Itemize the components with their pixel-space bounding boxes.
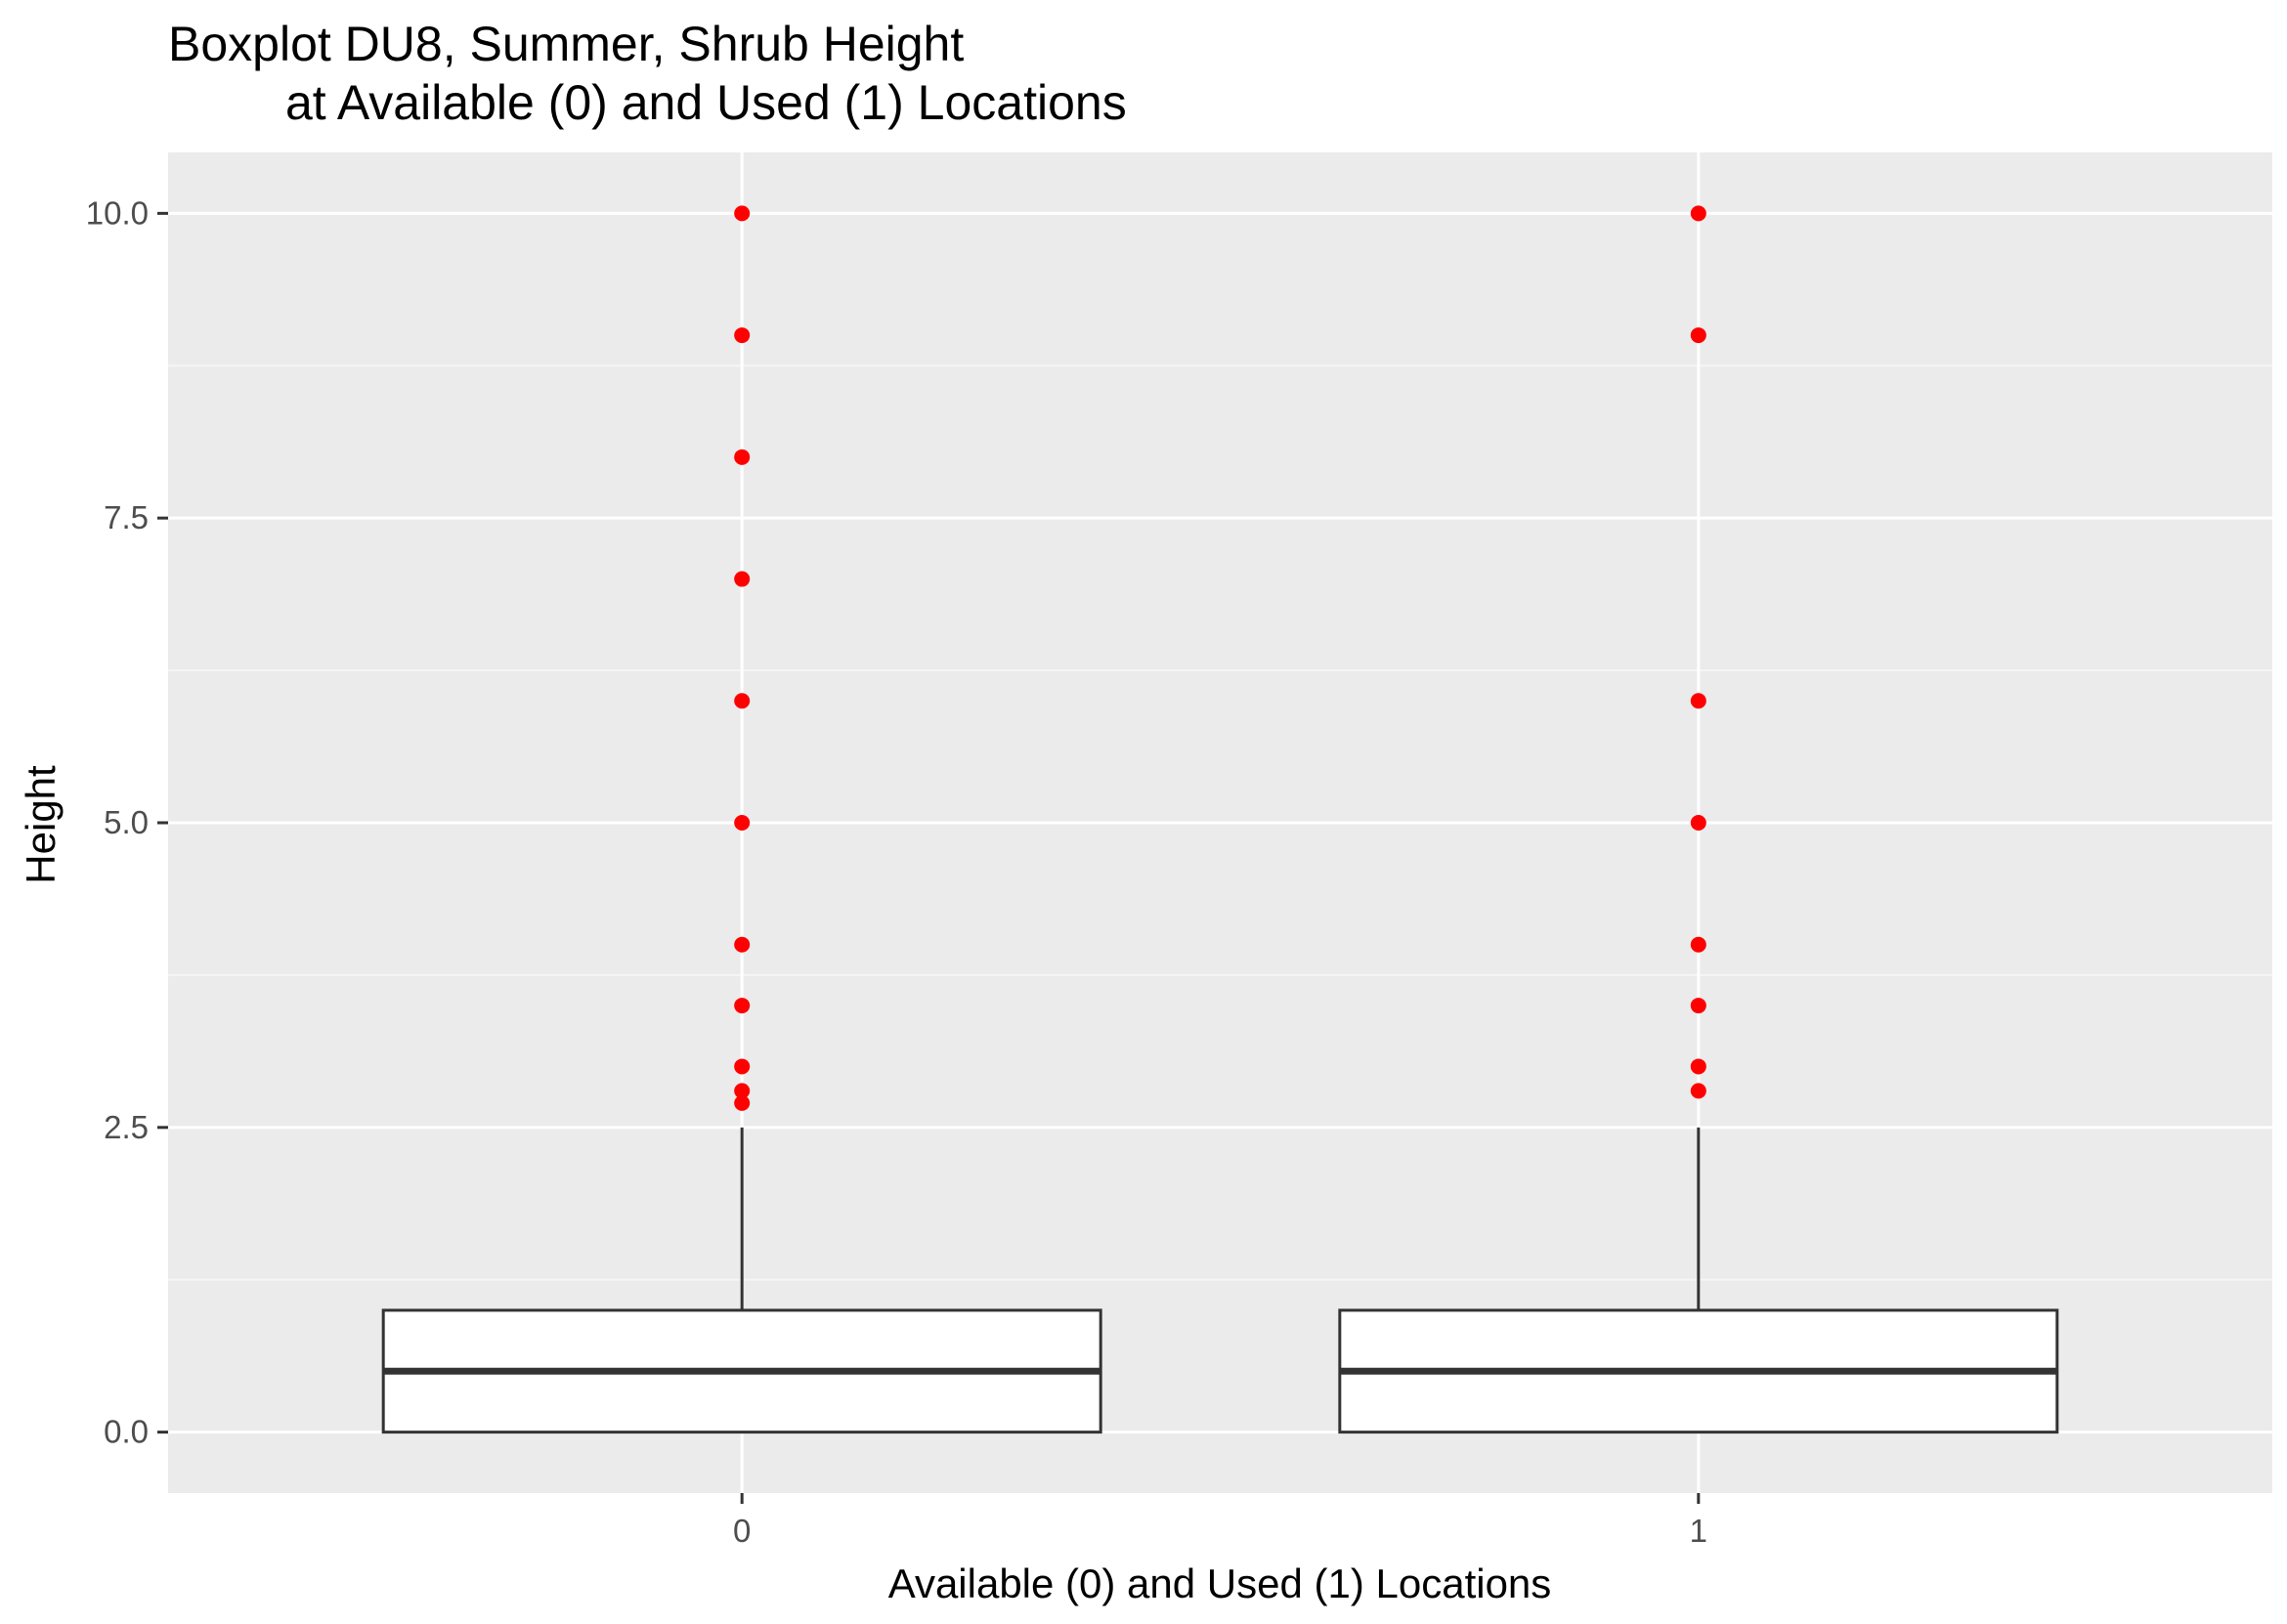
box-0 xyxy=(381,205,1102,1434)
chart-subtitle: at Available (0) and Used (1) Locations xyxy=(285,75,1127,130)
y-tick-label: 7.5 xyxy=(104,499,149,535)
outlier-point xyxy=(734,693,751,709)
y-tick-label: 0.0 xyxy=(104,1414,149,1450)
title-block: Boxplot DU8, Summer, Shrub Height at Ava… xyxy=(168,17,1127,130)
outlier-point xyxy=(1690,205,1706,222)
boxes xyxy=(381,205,2059,1434)
chart-title: Boxplot DU8, Summer, Shrub Height xyxy=(168,17,964,71)
outlier-point xyxy=(1690,936,1706,953)
y-axis-title: Height xyxy=(18,765,64,884)
x-tick-label: 1 xyxy=(1690,1513,1707,1549)
outlier-point xyxy=(734,449,751,465)
y-axis: 0.0 2.5 5.0 7.5 10.0 xyxy=(86,194,168,1450)
x-axis-title: Available (0) and Used (1) Locations xyxy=(888,1560,1552,1606)
outlier-point xyxy=(1690,327,1706,344)
y-tick-label: 2.5 xyxy=(104,1109,149,1145)
outlier-point xyxy=(1690,998,1706,1014)
outlier-point xyxy=(734,1083,751,1099)
y-tick-label: 5.0 xyxy=(104,804,149,840)
outlier-point xyxy=(734,327,751,344)
outlier-point xyxy=(734,571,751,587)
outlier-point xyxy=(734,936,751,953)
outlier-point xyxy=(734,205,751,222)
outlier-point xyxy=(1690,1058,1706,1075)
outlier-point xyxy=(734,1058,751,1075)
outlier-point xyxy=(734,815,751,831)
outlier-point xyxy=(1690,1083,1706,1099)
outlier-point xyxy=(1690,815,1706,831)
minor-gridlines xyxy=(168,364,2272,1281)
x-tick-label: 0 xyxy=(733,1513,751,1549)
box-1 xyxy=(1338,205,2059,1434)
y-tick-label: 10.0 xyxy=(86,194,149,231)
outlier-point xyxy=(734,998,751,1014)
outlier-point xyxy=(1690,693,1706,709)
outlier-point xyxy=(734,1094,751,1111)
